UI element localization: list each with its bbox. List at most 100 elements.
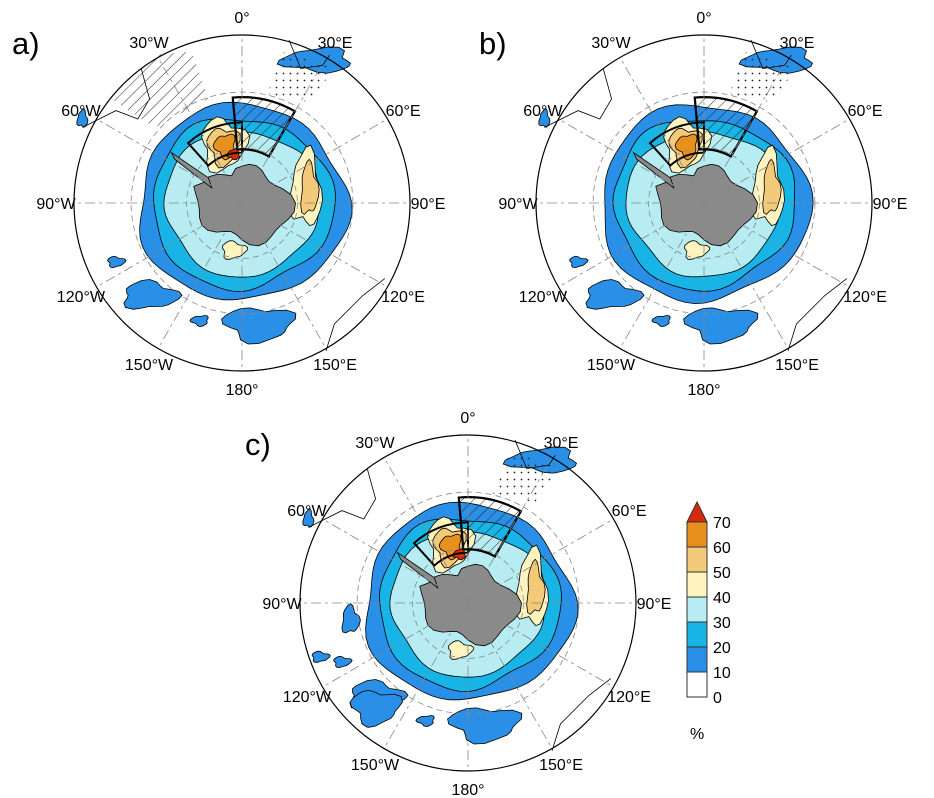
meridian-line bbox=[467, 602, 614, 688]
ocean-patch bbox=[585, 279, 645, 310]
ocean-patch bbox=[447, 707, 523, 745]
ocean-patch bbox=[189, 315, 209, 328]
meridian-line bbox=[241, 202, 388, 288]
colorbar-box-40-50 bbox=[686, 571, 708, 598]
colorbar-box-50-60 bbox=[686, 546, 708, 573]
longitude-label: 60°W bbox=[523, 103, 563, 120]
australia-coast bbox=[325, 278, 386, 351]
longitude-label: 180° bbox=[225, 382, 258, 399]
longitude-label: 150°W bbox=[125, 357, 174, 374]
panel-c-letter: c) bbox=[245, 427, 271, 462]
south-america-coast bbox=[544, 68, 613, 128]
colorbar-tick-20: 20 bbox=[713, 640, 731, 657]
colorbar-tick-50: 50 bbox=[713, 565, 731, 582]
map-border bbox=[535, 34, 873, 372]
dotted-region bbox=[493, 451, 561, 503]
meridian-line bbox=[703, 57, 789, 204]
colorbar-tick-30: 30 bbox=[713, 615, 731, 632]
ocean-patch bbox=[76, 108, 89, 128]
meridian-line bbox=[703, 202, 850, 288]
ocean-patch bbox=[651, 315, 671, 328]
colorbar-box-10-20 bbox=[686, 646, 708, 673]
longitude-label: 150°E bbox=[313, 357, 357, 374]
ocean-patch bbox=[333, 655, 353, 669]
meridian-line bbox=[703, 118, 850, 204]
colorbar-tick-0: 0 bbox=[713, 690, 722, 707]
longitude-label: 30°W bbox=[355, 435, 395, 452]
longitude-label: 120°W bbox=[283, 689, 332, 706]
longitude-label: 60°W bbox=[287, 503, 327, 520]
meridian-line bbox=[558, 202, 705, 288]
meridian-line bbox=[96, 118, 243, 204]
dotted-region bbox=[729, 51, 797, 103]
longitude-label: 90°E bbox=[873, 196, 908, 213]
ocean-patch bbox=[349, 689, 403, 728]
australia-coast bbox=[551, 678, 612, 751]
panel-b-letter: b) bbox=[479, 26, 507, 61]
colorbar-tick-60: 60 bbox=[713, 540, 731, 557]
ross-anomaly-40 bbox=[221, 240, 249, 260]
longitude-label: 180° bbox=[451, 782, 484, 798]
colorbar-tick-70: 70 bbox=[713, 515, 731, 532]
colorbar-box-60-70 bbox=[686, 521, 708, 548]
ocean-patch bbox=[683, 307, 759, 345]
meridian-line bbox=[383, 457, 469, 604]
map-border bbox=[73, 34, 411, 372]
latitude-circle bbox=[648, 147, 760, 259]
ross-anomaly-40 bbox=[447, 640, 475, 660]
meridian-line bbox=[322, 602, 469, 688]
longitude-label: 60°E bbox=[386, 103, 421, 120]
colorbar-tick-10: 10 bbox=[713, 665, 731, 682]
longitude-label: 150°E bbox=[539, 757, 583, 774]
longitude-label: 180° bbox=[687, 382, 720, 399]
south-america-coast bbox=[308, 468, 377, 528]
longitude-label: 120°E bbox=[843, 289, 887, 306]
polar-map-a: 0° 30°E 60°E 90°E 120°E 150°E 180° 150°W 120°W 90… bbox=[36, 10, 445, 399]
longitude-label: 60°E bbox=[848, 103, 883, 120]
meridian-line bbox=[467, 602, 553, 749]
longitude-label: 30°W bbox=[129, 35, 169, 52]
panel-a-letter: a) bbox=[12, 26, 40, 61]
polar-map-c: 0° 30°E 60°E 90°E 120°E 150°E 180° 150°W 120°W 90… bbox=[262, 410, 671, 798]
longitude-label: 120°E bbox=[381, 289, 425, 306]
polar-map-b: 0° 30°E 60°E 90°E 120°E 150°E 180° 150°W 120°W 90… bbox=[498, 10, 907, 399]
dotted-region bbox=[267, 51, 335, 103]
east-anomaly-50 bbox=[300, 158, 320, 215]
meridian-line bbox=[241, 57, 327, 204]
longitude-label: 120°W bbox=[519, 289, 568, 306]
longitude-label: 60°W bbox=[61, 103, 101, 120]
weddell-box bbox=[186, 121, 243, 167]
ocean-patch bbox=[107, 255, 127, 269]
meridian-line bbox=[383, 602, 469, 749]
longitude-label: 30°E bbox=[318, 35, 353, 52]
meridian-line bbox=[157, 57, 243, 204]
meridian-line bbox=[322, 518, 469, 604]
colorbar-box-20-30 bbox=[686, 621, 708, 648]
longitude-label: 90°W bbox=[262, 596, 302, 613]
ocean-patch bbox=[341, 603, 361, 634]
longitude-label: 150°E bbox=[775, 357, 819, 374]
meridian-line bbox=[619, 57, 705, 204]
meridian-line bbox=[558, 118, 705, 204]
meridian-line bbox=[96, 202, 243, 288]
colorbar-top-arrow bbox=[686, 500, 708, 523]
meridian-line bbox=[467, 457, 553, 604]
ocean-patch bbox=[538, 108, 551, 128]
east-anomaly-50 bbox=[526, 558, 546, 615]
ocean-patch bbox=[123, 279, 183, 310]
ocean-patch bbox=[569, 255, 589, 269]
ocean-patch bbox=[302, 508, 315, 528]
longitude-label: 150°W bbox=[587, 357, 636, 374]
longitude-label: 30°E bbox=[544, 435, 579, 452]
map-border bbox=[299, 434, 637, 772]
latitude-circle bbox=[186, 147, 298, 259]
meridian-line bbox=[619, 202, 705, 349]
longitude-label: 0° bbox=[696, 10, 711, 27]
ocean-patch bbox=[415, 715, 435, 728]
weddell-box bbox=[412, 521, 469, 567]
longitude-label: 150°W bbox=[351, 757, 400, 774]
meridian-line bbox=[157, 202, 243, 349]
colorbar-tick-40: 40 bbox=[713, 590, 731, 607]
meridian-line bbox=[241, 118, 388, 204]
